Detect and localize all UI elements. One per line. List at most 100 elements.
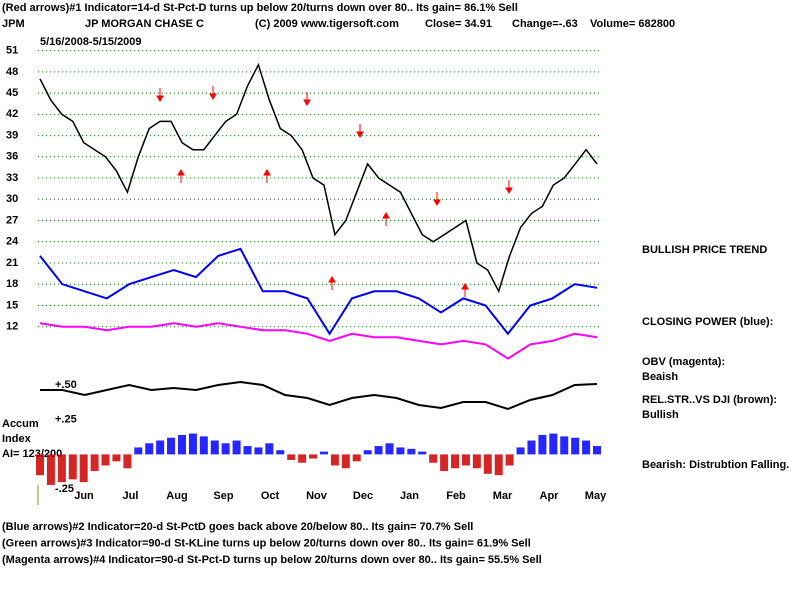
accum-bar: [145, 443, 154, 455]
series-line: [39, 247, 598, 336]
y-tick-label: 12: [6, 321, 18, 333]
accum-bar: [156, 440, 165, 455]
accum-bar: [396, 447, 405, 455]
y-tick-label: 51: [6, 45, 18, 57]
y-tick-label: 30: [6, 193, 18, 205]
accum-bar: [243, 446, 252, 455]
footer-line: (Blue arrows)#2 Indicator=20-d St-PctD g…: [2, 521, 473, 533]
accum-bar: [167, 437, 176, 455]
annotation: OBV (magenta):: [642, 356, 725, 368]
y-tick-label: 27: [6, 214, 18, 226]
accum-bar: [451, 454, 460, 469]
x-tick-label: Feb: [446, 490, 466, 502]
x-tick-label: Apr: [540, 490, 560, 502]
accum-bar: [374, 446, 383, 455]
chart-title: (Red arrows)#1 Indicator=14-d St-Pct-D t…: [2, 2, 518, 14]
accum-bar: [287, 454, 296, 460]
accum-bar: [177, 434, 186, 455]
x-tick-label: May: [585, 490, 607, 502]
accum-bar: [46, 454, 55, 485]
accum-bar: [221, 443, 230, 455]
annotation: REL.STR..VS DJI (brown):: [642, 394, 777, 406]
x-tick-label: Sep: [213, 490, 233, 502]
date-range: 5/16/2008-5/15/2009: [40, 36, 142, 48]
accum-bar: [232, 440, 241, 455]
y-tick-label: 45: [6, 87, 18, 99]
rs-tick-label: +.50: [55, 379, 77, 391]
y-tick-label: 42: [6, 108, 18, 120]
x-tick-label: Nov: [306, 490, 328, 502]
accum-label: Index: [2, 433, 32, 445]
accum-bar: [254, 447, 263, 455]
accum-bar: [341, 454, 350, 469]
x-tick-label: Oct: [261, 490, 280, 502]
accum-label: Accum: [2, 418, 39, 430]
accum-bar: [461, 454, 470, 466]
annotation: Bullish: [642, 409, 679, 421]
accum-bar: [363, 450, 372, 455]
accum-bar: [472, 454, 481, 469]
accum-bar: [265, 443, 274, 455]
accum-bar: [276, 450, 285, 455]
accum-bar: [298, 454, 307, 463]
accum-bar: [494, 454, 503, 476]
accum-bar: [352, 454, 361, 462]
accum-bar: [549, 433, 558, 455]
accum-bar: [309, 454, 318, 459]
accum-bar: [538, 434, 547, 455]
x-tick-label: Mar: [493, 490, 513, 502]
y-tick-label: 21: [6, 257, 18, 269]
accum-bar: [440, 454, 449, 472]
annotation: CLOSING POWER (blue):: [642, 316, 773, 328]
x-tick-label: Aug: [166, 490, 187, 502]
accum-bar: [68, 454, 77, 480]
ticker: JPM: [2, 18, 25, 30]
annotation: BULLISH PRICE TREND: [642, 244, 767, 256]
series-line: [39, 322, 598, 360]
accum-bar: [123, 454, 132, 469]
volume: Volume= 682800: [590, 18, 675, 30]
accum-bar: [582, 440, 591, 455]
accum-bar: [505, 454, 514, 466]
series-line: [39, 62, 598, 294]
accum-tick-label: -.25: [55, 483, 74, 495]
y-tick-label: 18: [6, 278, 18, 290]
x-tick-label: Dec: [353, 490, 373, 502]
accum-bar: [134, 447, 143, 455]
company: JP MORGAN CHASE C: [85, 18, 204, 30]
accum-bar: [418, 451, 427, 455]
copyright: (C) 2009 www.tigersoft.com: [255, 18, 399, 30]
arrows: [156, 86, 513, 297]
accum-bar: [112, 454, 121, 462]
accum-bar: [516, 447, 525, 455]
accum-bar: [210, 440, 219, 455]
accum-tick-label: +.25: [55, 414, 77, 426]
accum-bar: [385, 443, 394, 455]
y-tick-label: 48: [6, 66, 18, 78]
close: Close= 34.91: [425, 18, 492, 30]
accum-bar: [407, 448, 416, 455]
accum-bar: [36, 454, 44, 476]
x-tick-label: Jun: [74, 490, 94, 502]
y-tick-label: 36: [6, 151, 18, 163]
y-tick-label: 24: [6, 236, 19, 248]
footer-line: (Magenta arrows)#4 Indicator=90-d St-Pct…: [2, 554, 542, 566]
change: Change=-.63: [512, 18, 578, 30]
accum-bar: [188, 433, 197, 455]
accum-bar: [101, 454, 110, 466]
series-line: [40, 380, 598, 411]
accum-bar: [319, 451, 328, 455]
accum-bar: [57, 454, 66, 483]
x-tick-label: Jul: [123, 490, 139, 502]
accum-bar: [330, 454, 339, 466]
y-tick-label: 33: [6, 172, 18, 184]
y-tick-label: 39: [6, 129, 18, 141]
annotation: Bearish: Distrubtion Falling.: [642, 459, 789, 471]
accum-bar: [429, 454, 438, 463]
accum-bar: [199, 436, 208, 455]
accum-bar: [90, 454, 99, 472]
accum-bar: [593, 446, 601, 455]
footer-line: (Green arrows)#3 Indicator=90-d St-KLine…: [2, 537, 531, 549]
